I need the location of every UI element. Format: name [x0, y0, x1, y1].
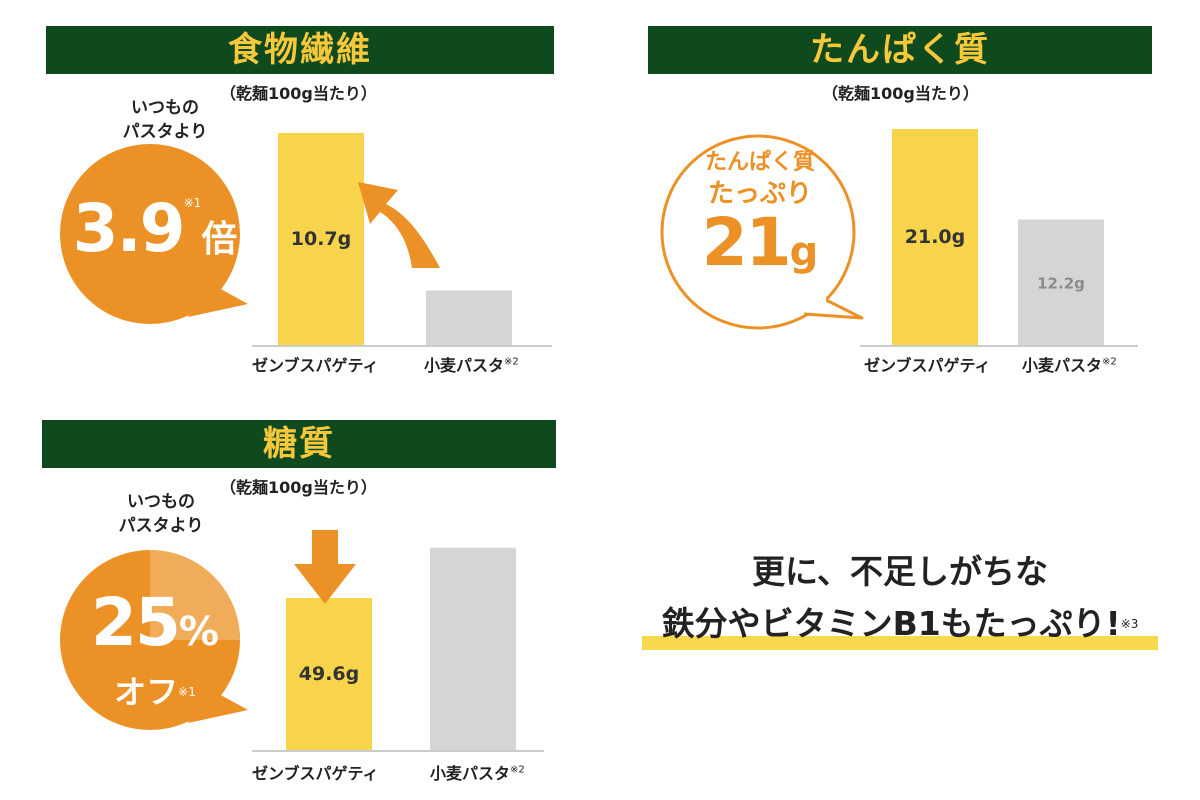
protein-banner: たんぱく質	[648, 26, 1152, 74]
fiber-category-wheat: 小麦パスタ※2	[424, 356, 519, 375]
carb-category-zenb: ゼンブスパゲティ	[252, 764, 379, 783]
carb-bar-zenb	[286, 598, 372, 750]
carb-title: 糖質	[263, 424, 335, 464]
fiber-badge-value: 3.9	[72, 190, 186, 267]
carb-badge: 25% オフ※1	[70, 590, 240, 717]
fiber-badge: 3.9※1倍	[70, 196, 240, 262]
carb-category-wheat: 小麦パスタ※2	[430, 764, 525, 783]
protein-category-zenb: ゼンブスパゲティ	[864, 356, 991, 375]
fiber-bar-wheat	[426, 290, 512, 345]
carb-lead-line1: いつもの	[127, 492, 195, 512]
fiber-unit-note: （乾麺100g当たり）	[220, 84, 377, 103]
fiber-badge-bubble	[60, 144, 248, 324]
fiber-title: 食物繊維	[228, 30, 372, 70]
carb-lead-line2: パスタより	[118, 516, 204, 536]
carb-badge-line2: オフ	[114, 673, 179, 711]
fiber-bar-label-zenb: 10.7g	[291, 228, 351, 250]
protein-badge: たんぱく質 たっぷり 21g	[680, 148, 840, 293]
fiber-lead-line2: パスタより	[122, 122, 208, 142]
protein-category-wheat: 小麦パスタ※2	[1022, 356, 1117, 375]
down-arrow-icon	[294, 530, 356, 604]
closing-line1: 更に、不足しがちな	[751, 552, 1048, 591]
fiber-chart: 10.7g	[252, 133, 552, 347]
up-arrow-icon	[358, 182, 440, 268]
carb-bar-label-zenb: 49.6g	[299, 663, 359, 685]
carb-chart: 49.6g	[252, 547, 544, 752]
carb-unit-note: （乾麺100g当たり）	[220, 478, 377, 497]
protein-badge-bubble	[660, 134, 864, 330]
closing-line2: 鉄分やビタミンB1もたっぷり!	[661, 604, 1121, 643]
fiber-badge-note: ※1	[183, 196, 202, 210]
protein-title: たんぱく質	[810, 30, 990, 70]
carb-badge-note: ※1	[178, 685, 196, 699]
carb-badge-unit: %	[178, 609, 219, 655]
carb-bar-wheat	[430, 547, 516, 750]
protein-chart: 21.0g 12.2g	[860, 129, 1138, 347]
fiber-lead: いつもの パスタより	[100, 96, 230, 144]
fiber-category-zenb: ゼンブスパゲティ	[252, 356, 379, 375]
fiber-badge-unit: 倍	[201, 219, 238, 260]
fiber-banner: 食物繊維	[46, 26, 554, 74]
fiber-lead-line1: いつもの	[131, 98, 199, 118]
fiber-bar-zenb	[278, 133, 364, 345]
closing-underline	[642, 636, 1158, 650]
carb-badge-pie	[60, 550, 248, 730]
carb-badge-value: 25	[91, 584, 181, 661]
closing-note: ※3	[1120, 617, 1139, 631]
protein-badge-unit: g	[789, 229, 819, 275]
protein-bar-zenb	[892, 129, 978, 345]
protein-bar-label-wheat: 12.2g	[1037, 274, 1085, 292]
protein-badge-line1: たんぱく質	[704, 150, 815, 175]
protein-bar-label-zenb: 21.0g	[905, 226, 965, 248]
protein-bar-wheat	[1018, 219, 1104, 345]
protein-unit-note: （乾麺100g当たり）	[822, 84, 979, 103]
protein-badge-value: 21	[701, 204, 792, 281]
carb-lead: いつもの パスタより	[96, 490, 226, 538]
protein-badge-line2: たっぷり	[707, 179, 812, 209]
closing-text: 更に、不足しがちな 鉄分やビタミンB1もたっぷり!※3	[640, 546, 1160, 650]
carb-banner: 糖質	[42, 420, 556, 468]
